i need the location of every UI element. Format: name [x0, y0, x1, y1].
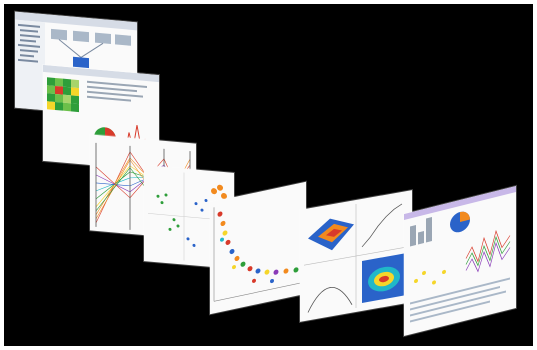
multichart-graphic — [404, 186, 516, 323]
panel-surface-quad — [300, 190, 412, 322]
black-backdrop — [4, 4, 533, 346]
panel-scatter-matrix — [144, 165, 234, 269]
surface-quad-graphic — [304, 203, 408, 313]
panel-multichart — [404, 186, 516, 336]
scatter-curve-graphic — [213, 207, 302, 302]
scatter-matrix-graphic — [148, 172, 230, 261]
panel-scatter-curve — [210, 181, 306, 315]
app-window-graphic — [15, 11, 137, 111]
panel-dashboard — [43, 64, 159, 172]
dashboard-graphic — [43, 64, 159, 155]
panel-app-window — [15, 11, 137, 119]
